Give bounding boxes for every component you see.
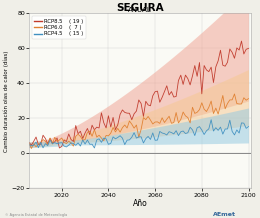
Legend: RCP8.5    ( 19 ), RCP6.0    (  7 ), RCP4.5    ( 15 ): RCP8.5 ( 19 ), RCP6.0 ( 7 ), RCP4.5 ( 15… — [32, 16, 86, 39]
Text: ANUAL: ANUAL — [128, 7, 152, 13]
Text: © Agencia Estatal de Meteorología: © Agencia Estatal de Meteorología — [5, 213, 67, 217]
Text: AEmet: AEmet — [213, 212, 236, 217]
Title: SEGURA: SEGURA — [116, 3, 164, 14]
X-axis label: Año: Año — [133, 199, 147, 208]
Y-axis label: Cambio duración olas de calor (días): Cambio duración olas de calor (días) — [3, 50, 9, 152]
